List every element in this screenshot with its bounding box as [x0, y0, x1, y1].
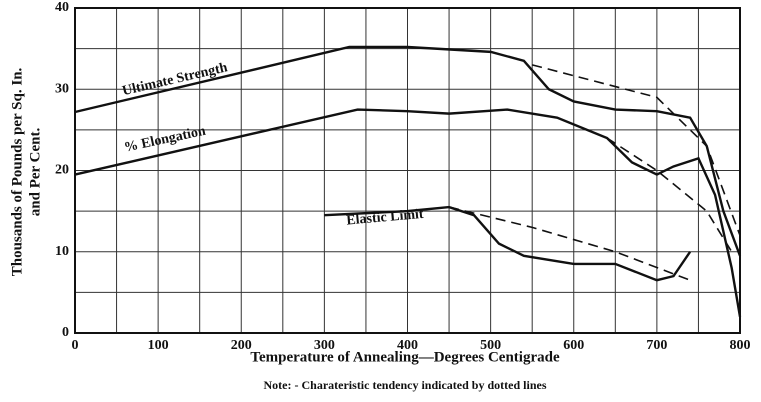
y-axis-label: Thousands of Pounds per Sq. In.: [9, 67, 25, 276]
x-tick-label: 800: [730, 338, 751, 353]
note: Note: - Charateristic tendency indicated…: [264, 378, 547, 392]
line: [324, 205, 692, 282]
x-tick-label: 400: [397, 338, 418, 353]
y-tick-label: 30: [55, 81, 69, 96]
plot-frame: [74, 7, 741, 334]
y-tick-label: 40: [55, 0, 69, 15]
y-tick-label: 20: [55, 163, 69, 178]
y-tick-label: 10: [55, 244, 69, 259]
line: [531, 64, 741, 236]
x-tick-label: 500: [480, 338, 501, 353]
x-axis-label: Temperature of Annealing—Degrees Centigr…: [250, 349, 560, 365]
x-tick-label: 600: [563, 338, 584, 353]
x-tick-label: 100: [148, 338, 169, 353]
line: [448, 206, 691, 281]
curve-label: % Elongation: [123, 124, 207, 156]
y-axis-label: and Per Cent.: [27, 128, 43, 217]
curve-label: Elastic Limit: [346, 207, 425, 229]
x-tick-label: 200: [231, 338, 252, 353]
x-tick-label: 700: [646, 338, 667, 353]
y-tick-label: 0: [62, 325, 69, 340]
x-tick-label: 300: [314, 338, 335, 353]
line: [606, 137, 733, 253]
x-tick-label: 0: [72, 338, 79, 353]
line: [74, 108, 742, 317]
